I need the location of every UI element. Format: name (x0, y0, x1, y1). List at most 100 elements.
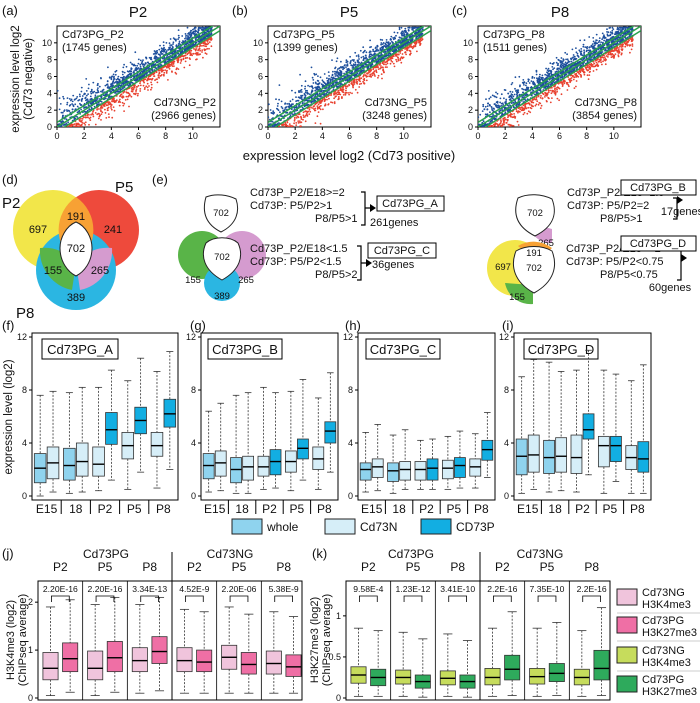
scatter-point (324, 82, 326, 85)
scatter-point (342, 68, 344, 71)
scatter-point (210, 39, 213, 41)
scatter-point (355, 78, 358, 81)
scatter-point (630, 48, 633, 51)
scatter-point (544, 96, 546, 98)
scatter-point (158, 48, 161, 51)
scatter-point (107, 101, 110, 103)
scatter-point (297, 99, 300, 102)
scatter-point (139, 84, 142, 87)
scatter-point (82, 116, 85, 119)
scatter-point (392, 37, 394, 39)
scatter-point (78, 118, 81, 121)
scatter-point (120, 84, 122, 87)
scatter-point (376, 64, 379, 67)
x-tick-label: 2 (293, 131, 298, 141)
scatter-point (125, 95, 128, 98)
scatter-point (162, 41, 165, 43)
scatter-point (74, 125, 76, 127)
scatter-point (80, 123, 83, 126)
scatter-point (602, 60, 604, 63)
scatter-point (204, 52, 207, 55)
scatter-point (186, 37, 188, 40)
scatter-point (146, 72, 149, 74)
scatter-point (104, 93, 107, 96)
scatter-point (104, 97, 107, 100)
scatter-point (617, 48, 620, 51)
scatter-point (383, 71, 385, 74)
scatter-point (409, 36, 412, 39)
scatter-point (314, 89, 317, 92)
scatter-point (298, 113, 301, 116)
scatter-point (411, 47, 414, 50)
scatter-point (341, 77, 344, 80)
scatter-point (372, 48, 374, 51)
scatter-point (601, 32, 604, 35)
scatter-point (288, 102, 290, 105)
scatter-point (206, 41, 209, 43)
scatter-point (530, 80, 533, 82)
scatter-point (124, 99, 127, 101)
scatter-point (126, 70, 129, 73)
scatter-point (80, 117, 82, 120)
scatter-point (101, 91, 104, 93)
scatter-point (105, 117, 108, 119)
scatter-point (172, 43, 175, 45)
scatter-point (319, 108, 322, 111)
scatter-point (297, 96, 300, 99)
scatter-point (354, 61, 357, 64)
scatter-point (561, 62, 564, 65)
scatter-point (400, 31, 403, 34)
scatter-point (81, 118, 84, 120)
scatter-point (121, 83, 123, 85)
scatter-point (608, 27, 611, 29)
scatter-point (379, 63, 381, 65)
scatter-point (302, 114, 305, 117)
scatter-point (127, 84, 130, 87)
scatter-point (175, 44, 178, 46)
scatter-point (337, 89, 340, 92)
scatter-point (96, 108, 98, 111)
fit-line (57, 26, 220, 127)
scatter-point (159, 75, 162, 77)
scatter-point (382, 66, 384, 69)
scatter-point (96, 89, 99, 91)
scatter-point (499, 101, 501, 104)
scatter-point (293, 122, 295, 125)
scatter-point (108, 116, 110, 119)
scatter-point (304, 87, 306, 90)
scatter-point (141, 60, 144, 63)
scatter-point (345, 59, 348, 62)
scatter-point (333, 93, 336, 96)
scatter-point (396, 56, 399, 59)
panel-label-c: (c) (452, 3, 467, 18)
scatter-point (121, 101, 124, 104)
scatter-point (357, 54, 360, 56)
scatter-title-p2: P2 (129, 4, 147, 21)
scatter-point (97, 117, 100, 120)
scatter-point (81, 119, 83, 122)
scatter-point (122, 92, 125, 94)
scatter-point (269, 109, 272, 111)
scatter-point (134, 64, 137, 67)
scatter-point (400, 26, 403, 29)
scatter-point (87, 93, 89, 95)
scatter-point (371, 59, 374, 61)
scatter-point (535, 73, 538, 76)
scatter-point (368, 56, 371, 58)
scatter-point (110, 78, 113, 81)
scatter-point (157, 74, 160, 77)
scatter-point (345, 66, 347, 68)
scatter-point (290, 108, 293, 111)
scatter-point (514, 76, 517, 79)
scatter-point (196, 52, 199, 54)
scatter-point (280, 115, 283, 117)
scatter-point (363, 82, 365, 85)
scatter-point (275, 123, 277, 126)
scatter-point (330, 94, 332, 97)
scatter-point (171, 47, 174, 50)
scatter-point (588, 71, 591, 73)
scatter-point (291, 125, 294, 127)
scatter-point (317, 111, 320, 113)
scatter-point (390, 35, 393, 38)
scatter-point (350, 82, 353, 85)
